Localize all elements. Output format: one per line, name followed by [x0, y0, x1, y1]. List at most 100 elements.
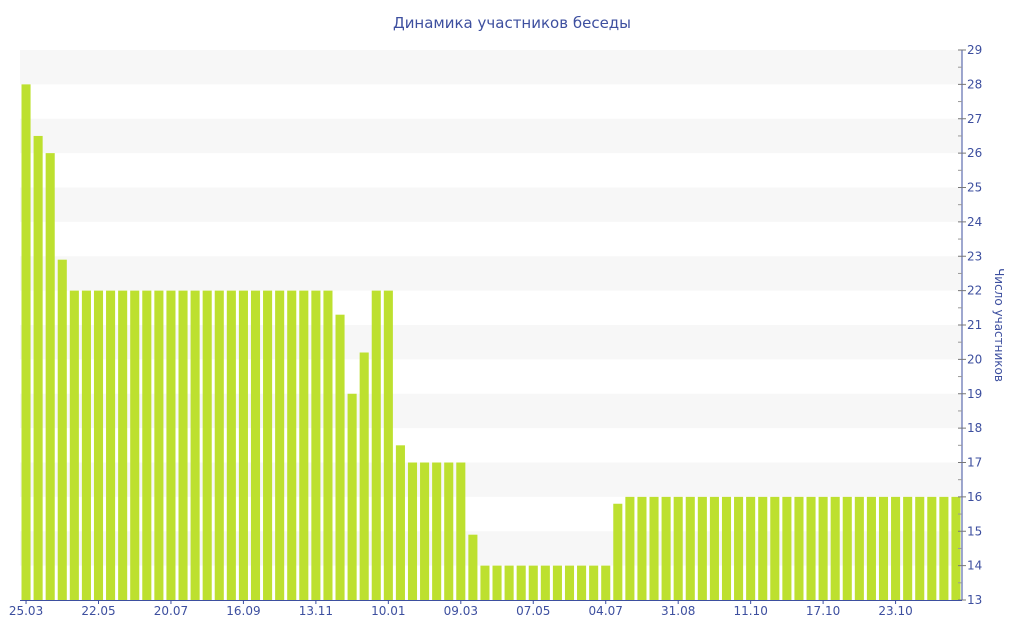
x-tick-label: 09.03	[444, 604, 478, 618]
bar	[830, 496, 840, 600]
bar	[540, 565, 550, 600]
bar	[287, 290, 297, 600]
bar	[866, 496, 876, 600]
bar	[746, 496, 756, 600]
bar	[528, 565, 538, 600]
y-tick-label: 21	[967, 318, 982, 332]
bar	[335, 314, 345, 600]
bar	[903, 496, 913, 600]
bar	[202, 290, 212, 600]
bar	[564, 565, 575, 600]
grid-band	[20, 118, 962, 154]
x-tick-label: 13.11	[299, 604, 333, 618]
grid-band	[20, 256, 962, 291]
bar	[709, 496, 719, 600]
y-tick-label: 24	[967, 215, 982, 229]
y-tick-label: 25	[967, 181, 982, 195]
bar	[770, 496, 780, 600]
x-tick-label: 17.10	[806, 604, 840, 618]
x-tick-label: 25.03	[9, 604, 43, 618]
bar	[166, 290, 176, 600]
bar	[685, 496, 695, 600]
bar	[118, 290, 128, 600]
bar	[311, 290, 321, 600]
bar	[854, 496, 864, 600]
bar	[492, 565, 502, 600]
bar	[589, 565, 599, 600]
bar	[758, 496, 768, 600]
bar	[371, 290, 381, 600]
bar	[444, 462, 454, 600]
bar	[93, 290, 104, 600]
bar	[734, 496, 744, 600]
grid-band	[20, 393, 962, 429]
y-tick-label: 18	[967, 421, 982, 435]
y-tick-label: 29	[967, 43, 982, 57]
grid-band	[20, 325, 962, 360]
bar	[649, 496, 659, 600]
bar	[395, 445, 405, 600]
bar	[601, 565, 611, 600]
bar	[939, 496, 949, 600]
x-tick-label: 23.10	[878, 604, 912, 618]
x-tick-label: 22.05	[81, 604, 115, 618]
y-tick-label: 15	[967, 524, 982, 538]
bar	[516, 565, 526, 600]
bar	[130, 290, 140, 600]
bar	[238, 290, 248, 600]
bar	[468, 534, 478, 600]
bar	[697, 496, 707, 600]
y-tick-label: 26	[967, 146, 982, 160]
bar	[806, 496, 816, 600]
bar	[673, 496, 683, 600]
y-tick-label: 20	[967, 352, 982, 366]
bar	[456, 462, 466, 600]
x-tick-label: 04.07	[589, 604, 623, 618]
y-tick-label: 16	[967, 490, 982, 504]
y-tick-label: 23	[967, 249, 982, 263]
bar	[57, 259, 67, 600]
bar	[891, 496, 901, 600]
bar	[214, 290, 224, 600]
y-tick-label: 28	[967, 77, 982, 91]
grid-band	[20, 187, 962, 222]
chart-title: Динамика участников беседы	[393, 14, 631, 32]
bar	[927, 496, 937, 600]
y-tick-label: 13	[967, 593, 982, 607]
bar	[69, 290, 79, 600]
grid-band	[20, 531, 962, 566]
x-tick-label: 10.01	[371, 604, 405, 618]
bar	[347, 393, 357, 600]
bar	[45, 153, 55, 600]
x-tick-label: 31.08	[661, 604, 695, 618]
bar	[250, 290, 261, 600]
grid-band	[20, 462, 962, 497]
bar	[818, 496, 828, 600]
bar	[407, 462, 418, 600]
y-tick-label: 14	[967, 559, 982, 573]
x-tick-label: 16.09	[226, 604, 260, 618]
bar	[794, 496, 804, 600]
bar	[637, 496, 647, 600]
bar	[226, 290, 236, 600]
y-tick-label: 19	[967, 387, 982, 401]
x-tick-label: 20.07	[154, 604, 188, 618]
bar	[142, 290, 152, 600]
bar	[154, 290, 164, 600]
bar	[504, 565, 514, 600]
bar	[661, 496, 671, 600]
bar	[81, 290, 91, 600]
bar	[625, 496, 635, 600]
bar	[480, 565, 490, 600]
bar	[878, 496, 889, 600]
bar	[842, 496, 852, 600]
y-tick-label: 22	[967, 284, 982, 298]
bar	[33, 135, 43, 600]
bar	[275, 290, 285, 600]
bar	[359, 352, 369, 600]
y-tick-label: 27	[967, 112, 982, 126]
bar	[951, 496, 961, 600]
bar	[782, 496, 792, 600]
bar	[299, 290, 309, 600]
bar	[432, 462, 442, 600]
